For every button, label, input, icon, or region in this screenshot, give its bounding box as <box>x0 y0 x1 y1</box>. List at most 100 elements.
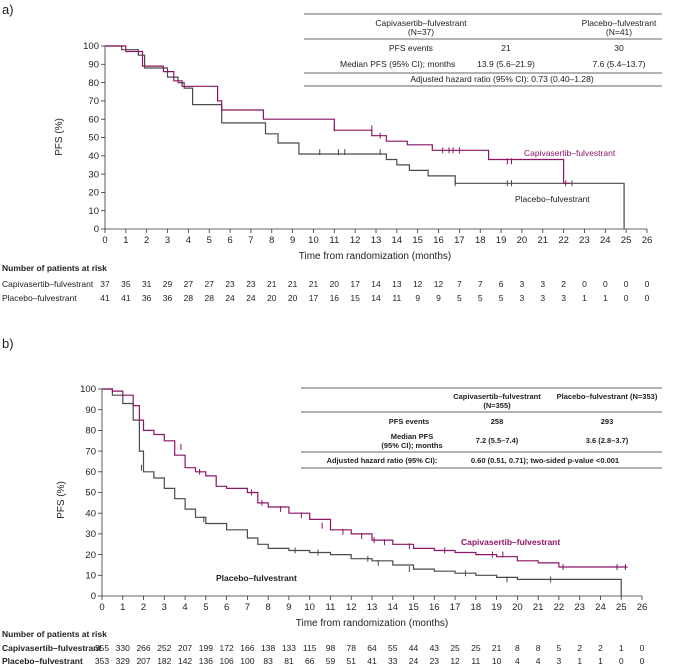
table-b-row1-pla: 293 <box>601 417 614 426</box>
risk-count: 36 <box>163 293 173 303</box>
risk-b-title: Number of patients at risk <box>2 629 107 639</box>
risk-count: 0 <box>624 279 629 289</box>
risk-count: 17 <box>350 279 360 289</box>
y-tick-label: 0 <box>91 591 96 602</box>
table-b-row2-label: Median PFS <box>391 432 434 441</box>
risk-count: 24 <box>225 293 235 303</box>
risk-count: 21 <box>288 279 298 289</box>
panel-b-risk-table: Number of patients at risk Capivasertib–… <box>2 629 645 664</box>
risk-count: 24 <box>409 656 419 664</box>
x-tick-label: 5 <box>203 602 208 613</box>
risk-count: 28 <box>184 293 194 303</box>
table-a-row2-label: Median PFS (95% CI); months <box>340 59 455 69</box>
risk-count: 330 <box>116 643 130 653</box>
y-tick-label: 20 <box>85 550 96 561</box>
table-a-row1-pla: 30 <box>614 43 624 53</box>
x-tick-label: 9 <box>286 602 291 613</box>
risk-count: 6 <box>499 279 504 289</box>
table-a-row2-pla: 7.6 (5.4–13.7) <box>593 59 646 69</box>
capivasertib-km-curve <box>105 45 570 184</box>
y-tick-label: 10 <box>88 206 99 217</box>
risk-count: 98 <box>326 643 336 653</box>
x-tick-label: 19 <box>496 235 507 246</box>
risk-count: 172 <box>220 643 234 653</box>
risk-count: 27 <box>184 279 194 289</box>
x-tick-label: 2 <box>141 602 146 613</box>
risk-b-cap-name: Capivasertib–fulvestrant <box>2 643 101 653</box>
table-b-header-pla: Placebo–fulvestrant (N=353) <box>557 392 658 401</box>
risk-count: 0 <box>619 656 624 664</box>
panel-a-ylabel: PFS (%) <box>54 118 65 156</box>
risk-count: 5 <box>499 293 504 303</box>
risk-count: 100 <box>240 656 254 664</box>
table-a-header-cap: Capivasertib–fulvestrant <box>375 18 467 28</box>
risk-count: 12 <box>450 656 460 664</box>
risk-count: 35 <box>121 279 131 289</box>
x-tick-label: 3 <box>165 235 170 246</box>
table-b-row2-label2: (95% CI); months <box>381 441 442 450</box>
y-tick-label: 90 <box>85 405 96 416</box>
risk-count: 1 <box>598 656 603 664</box>
panel-a-label: a) <box>2 2 14 17</box>
risk-count: 16 <box>330 293 340 303</box>
risk-count: 37 <box>100 279 110 289</box>
y-tick-label: 70 <box>85 446 96 457</box>
y-tick-label: 60 <box>88 114 99 125</box>
risk-a-title: Number of patients at risk <box>2 263 107 273</box>
x-tick-label: 14 <box>387 602 398 613</box>
x-tick-label: 17 <box>450 602 461 613</box>
risk-count: 2 <box>577 643 582 653</box>
placebo-km-curve <box>105 45 625 229</box>
risk-count: 29 <box>163 279 173 289</box>
risk-count: 41 <box>121 293 131 303</box>
risk-count: 83 <box>263 656 273 664</box>
risk-count: 12 <box>434 279 444 289</box>
risk-count: 138 <box>261 643 275 653</box>
panel-b: b) Capivasertib–fulvestrant (N=355) Plac… <box>2 336 662 664</box>
table-b-row2-pla: 3.6 (2.8–3.7) <box>586 436 629 445</box>
risk-count: 23 <box>430 656 440 664</box>
risk-count: 20 <box>288 293 298 303</box>
x-tick-label: 19 <box>491 602 502 613</box>
risk-count: 51 <box>346 656 356 664</box>
y-tick-label: 10 <box>85 571 96 582</box>
risk-count: 252 <box>157 643 171 653</box>
y-tick-label: 20 <box>88 188 99 199</box>
x-tick-label: 15 <box>408 602 419 613</box>
risk-count: 207 <box>136 656 150 664</box>
risk-count: 25 <box>471 643 481 653</box>
risk-count: 64 <box>367 643 377 653</box>
panel-a-cap-label: Capivasertib–fulvestrant <box>524 148 616 158</box>
risk-count: 1 <box>577 656 582 664</box>
y-tick-label: 50 <box>88 133 99 144</box>
risk-count: 1 <box>619 643 624 653</box>
risk-count: 44 <box>409 643 419 653</box>
risk-count: 11 <box>471 656 480 664</box>
risk-count: 0 <box>582 279 587 289</box>
risk-count: 0 <box>603 279 608 289</box>
panel-b-plot: PFS (%) Time from randomization (months)… <box>56 384 647 629</box>
table-a-row2-cap: 13.9 (5.6–21.9) <box>477 59 535 69</box>
risk-count: 12 <box>413 279 423 289</box>
risk-count: 21 <box>309 279 319 289</box>
risk-count: 66 <box>305 656 315 664</box>
risk-count: 5 <box>557 643 562 653</box>
risk-count: 59 <box>326 656 336 664</box>
risk-count: 27 <box>204 279 214 289</box>
x-tick-label: 2 <box>144 235 149 246</box>
y-tick-label: 100 <box>83 41 99 52</box>
x-tick-label: 22 <box>558 235 569 246</box>
panel-b-ylabel: PFS (%) <box>56 481 67 519</box>
y-tick-label: 100 <box>80 384 96 395</box>
risk-count: 329 <box>116 656 130 664</box>
risk-count: 142 <box>178 656 192 664</box>
risk-count: 355 <box>95 643 109 653</box>
panel-b-summary-table: Capivasertib–fulvestrant (N=355) Placebo… <box>301 387 662 469</box>
table-b-row1-label: PFS events <box>389 417 429 426</box>
table-b-row1-cap: 258 <box>491 417 504 426</box>
table-b-header-cap: Capivasertib–fulvestrant <box>453 392 541 401</box>
x-tick-label: 13 <box>367 602 378 613</box>
x-tick-label: 18 <box>471 602 482 613</box>
x-tick-label: 24 <box>600 235 611 246</box>
x-tick-label: 15 <box>412 235 423 246</box>
